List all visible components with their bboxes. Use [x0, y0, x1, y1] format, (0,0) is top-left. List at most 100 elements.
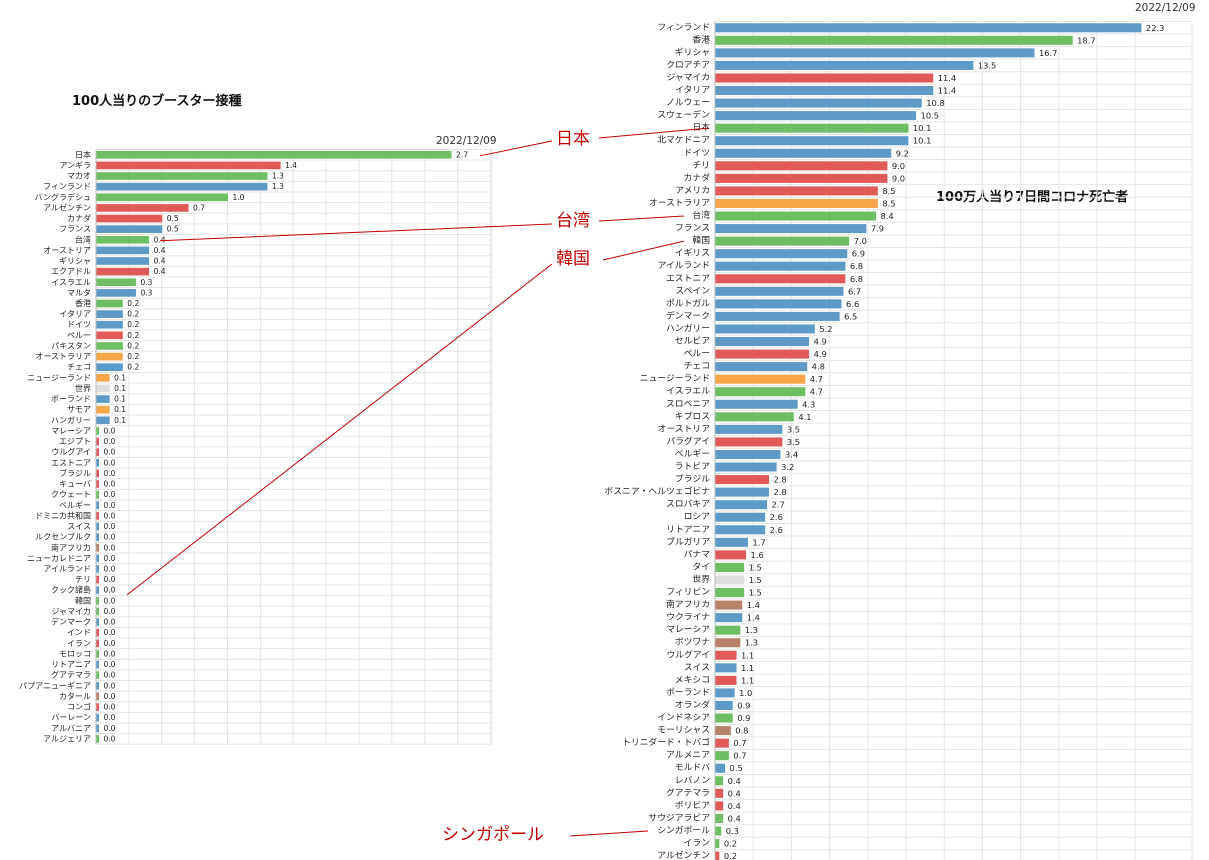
- booster-category-label: ドイツ: [67, 320, 91, 329]
- booster-category-label: キューバ: [59, 480, 91, 489]
- death-value-label: 0.8: [735, 726, 748, 736]
- death-category-label: スロベニア: [666, 399, 710, 409]
- booster-category-label: 韓国: [75, 595, 91, 605]
- booster-category-label: オーストラリア: [35, 352, 91, 361]
- booster-value-label: 1.4: [285, 161, 297, 170]
- death-value-label: 1.4: [747, 600, 760, 610]
- booster-bar: [96, 278, 136, 287]
- death-bar: [715, 211, 876, 221]
- booster-bar: [96, 395, 110, 403]
- death-value-label: 6.8: [850, 261, 863, 271]
- death-value-label: 18.7: [1077, 35, 1095, 45]
- death-bar: [715, 324, 815, 334]
- booster-value-label: 0.1: [114, 416, 126, 425]
- booster-category-label: クウェート: [51, 490, 91, 499]
- death-value-label: 10.8: [926, 98, 944, 108]
- right-chart-date: 2022/12/09: [1135, 2, 1196, 14]
- death-bar: [715, 136, 909, 146]
- booster-category-label: イラン: [67, 639, 91, 648]
- booster-value-label: 0.0: [104, 681, 116, 690]
- booster-category-label: クック諸島: [51, 585, 91, 595]
- death-value-label: 4.8: [812, 362, 825, 372]
- death-bar: [715, 23, 1142, 33]
- booster-bar: [96, 172, 268, 180]
- death-value-label: 1.1: [741, 663, 754, 673]
- booster-value-label: 0.2: [127, 363, 139, 372]
- death-value-label: 8.5: [882, 198, 895, 208]
- death-bar: [715, 613, 743, 623]
- booster-bar: [96, 650, 99, 658]
- booster-bar: [96, 214, 163, 223]
- death-value-label: 16.7: [1039, 48, 1057, 58]
- death-value-label: 4.9: [814, 337, 827, 347]
- death-bar: [715, 198, 878, 208]
- death-bar: [715, 299, 842, 309]
- death-category-label: 日本: [692, 121, 710, 133]
- death-category-label: 香港: [692, 33, 710, 45]
- booster-value-label: 0.4: [154, 246, 166, 255]
- death-category-label: オランダ: [675, 698, 710, 710]
- death-value-label: 0.5: [730, 763, 743, 773]
- death-category-label: アイルランド: [658, 260, 710, 271]
- booster-category-label: アルバニア: [51, 724, 91, 733]
- booster-category-label: ルクセンブルク: [35, 532, 91, 542]
- booster-value-label: 0.2: [127, 341, 139, 350]
- death-bar: [715, 663, 737, 673]
- death-category-label: オーストリア: [658, 423, 711, 434]
- callout-taiwan: 台湾: [556, 211, 590, 231]
- death-bar: [715, 424, 783, 434]
- death-bar: [715, 550, 747, 560]
- death-bar: [715, 562, 745, 572]
- death-bar: [715, 726, 731, 736]
- death-category-label: モルドバ: [675, 762, 710, 773]
- death-category-label: イラン: [684, 838, 711, 849]
- booster-bar: [96, 405, 110, 414]
- booster-bar: [96, 427, 99, 435]
- death-bar: [715, 588, 745, 598]
- death-bar: [715, 738, 729, 748]
- booster-bar: [96, 320, 123, 329]
- death-bar: [715, 675, 737, 685]
- booster-bar: [96, 150, 452, 159]
- booster-value-label: 0.4: [154, 235, 166, 244]
- booster-category-label: スイス: [67, 522, 91, 531]
- booster-bar: [96, 713, 99, 722]
- booster-bar: [96, 363, 123, 372]
- booster-category-label: ジャマイカ: [51, 607, 91, 616]
- callout-line-korea-left: [126, 263, 553, 596]
- death-value-label: 10.1: [913, 136, 931, 146]
- death-category-label: デンマーク: [666, 309, 710, 321]
- death-category-label: エストニア: [666, 274, 710, 284]
- booster-category-label: ギリシャ: [59, 257, 91, 266]
- death-bar: [715, 638, 741, 648]
- booster-category-label: アイルランド: [43, 564, 91, 573]
- death-category-label: スペイン: [675, 286, 710, 296]
- booster-category-label: 台湾: [75, 234, 91, 244]
- death-category-label: マレーシア: [666, 625, 710, 635]
- booster-value-label: 0.1: [114, 373, 126, 382]
- death-category-label: ボスニア・ヘルツェゴビナ: [604, 485, 710, 497]
- death-bar: [715, 224, 867, 234]
- booster-category-label: エストニア: [51, 458, 91, 467]
- death-value-label: 0.2: [724, 851, 737, 860]
- death-bar: [715, 763, 726, 773]
- booster-bar: [96, 565, 99, 573]
- death-value-label: 7.9: [871, 224, 884, 234]
- booster-bar: [96, 681, 99, 690]
- booster-bar: [96, 469, 99, 478]
- booster-bar: [96, 193, 228, 202]
- booster-value-label: 0.0: [104, 649, 116, 658]
- booster-value-label: 0.0: [104, 522, 116, 531]
- death-category-label: スイス: [684, 663, 710, 673]
- death-bar: [715, 751, 729, 761]
- death-value-label: 5.2: [819, 324, 832, 334]
- death-category-label: フランス: [675, 223, 710, 234]
- booster-value-label: 0.0: [104, 448, 116, 457]
- booster-bar: [96, 235, 150, 244]
- death-bar: [715, 600, 743, 610]
- callout-korea: 韓国: [556, 249, 590, 269]
- death-category-label: パラグアイ: [666, 435, 710, 447]
- death-value-label: 0.2: [724, 839, 737, 849]
- death-bar: [715, 801, 724, 811]
- booster-bar: [96, 289, 136, 297]
